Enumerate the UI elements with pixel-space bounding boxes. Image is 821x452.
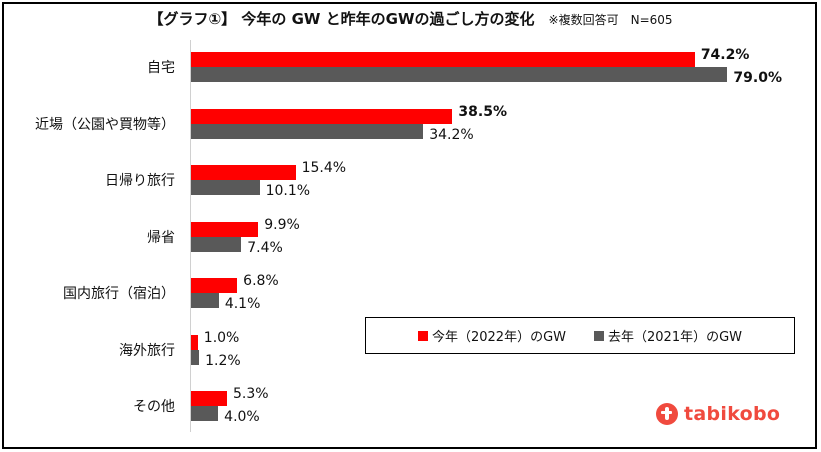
bar-current-year bbox=[191, 278, 238, 293]
bar-previous-year bbox=[191, 123, 424, 139]
category-label: 自宅 bbox=[147, 60, 175, 76]
data-label: 7.4% bbox=[247, 239, 283, 256]
data-label: 6.8% bbox=[243, 273, 279, 289]
legend-swatch-previous bbox=[594, 330, 604, 341]
data-label: 38.5% bbox=[458, 103, 507, 120]
bar-current-year bbox=[191, 221, 259, 237]
chart-title-main: 【グラフ①】 今年の GW と昨年のGWの過ごし方の変化 bbox=[148, 10, 535, 28]
data-label: 1.2% bbox=[205, 352, 241, 369]
legend-label-previous: 去年（2021年）のGW bbox=[608, 330, 743, 345]
bar-current-year bbox=[191, 391, 227, 406]
category-label: 日帰り旅行 bbox=[105, 173, 175, 189]
category-label: その他 bbox=[133, 399, 175, 415]
data-label: 5.3% bbox=[232, 386, 269, 402]
legend-item-current: 今年（2022年）のGW bbox=[417, 326, 566, 345]
legend: 今年（2022年）のGW 去年（2021年）のGW bbox=[365, 317, 795, 354]
category-label: 海外旅行 bbox=[119, 342, 175, 359]
tabikobo-logo-icon bbox=[656, 403, 678, 425]
bar-previous-year bbox=[191, 236, 242, 252]
bar-previous-year bbox=[191, 293, 219, 308]
data-label: 74.2% bbox=[700, 47, 750, 63]
bar-current-year bbox=[191, 165, 296, 180]
category-label: 帰省 bbox=[147, 229, 175, 246]
legend-label-current: 今年（2022年）のGW bbox=[431, 330, 566, 345]
bar-previous-year bbox=[191, 67, 728, 82]
bar-previous-year bbox=[191, 406, 219, 421]
category-axis-line bbox=[190, 40, 191, 432]
data-label: 34.2% bbox=[429, 126, 474, 143]
chart-title-note: ※複数回答可 N=605 bbox=[548, 13, 673, 27]
logo-text: tabikobo bbox=[684, 403, 781, 425]
data-label: 9.9% bbox=[264, 216, 300, 233]
bar-current-year bbox=[191, 108, 453, 124]
chart-title: 【グラフ①】 今年の GW と昨年のGWの過ごし方の変化 ※複数回答可 N=605 bbox=[0, 8, 821, 29]
bar-current-year bbox=[191, 52, 695, 67]
bar-previous-year bbox=[191, 349, 200, 365]
data-label: 4.1% bbox=[224, 296, 261, 312]
data-label: 15.4% bbox=[301, 160, 347, 176]
data-label: 1.0% bbox=[203, 329, 240, 346]
category-label: 近場（公園や買物等） bbox=[35, 116, 175, 133]
data-label: 79.0% bbox=[733, 70, 782, 86]
data-label: 10.1% bbox=[265, 183, 311, 199]
tabikobo-logo: tabikobo bbox=[656, 403, 780, 425]
legend-swatch-current bbox=[417, 330, 428, 341]
category-label: 国内旅行（宿泊） bbox=[63, 286, 175, 302]
data-label: 4.0% bbox=[224, 409, 260, 425]
bar-current-year bbox=[191, 334, 198, 350]
legend-item-previous: 去年（2021年）のGW bbox=[594, 326, 742, 345]
bar-previous-year bbox=[191, 180, 260, 195]
